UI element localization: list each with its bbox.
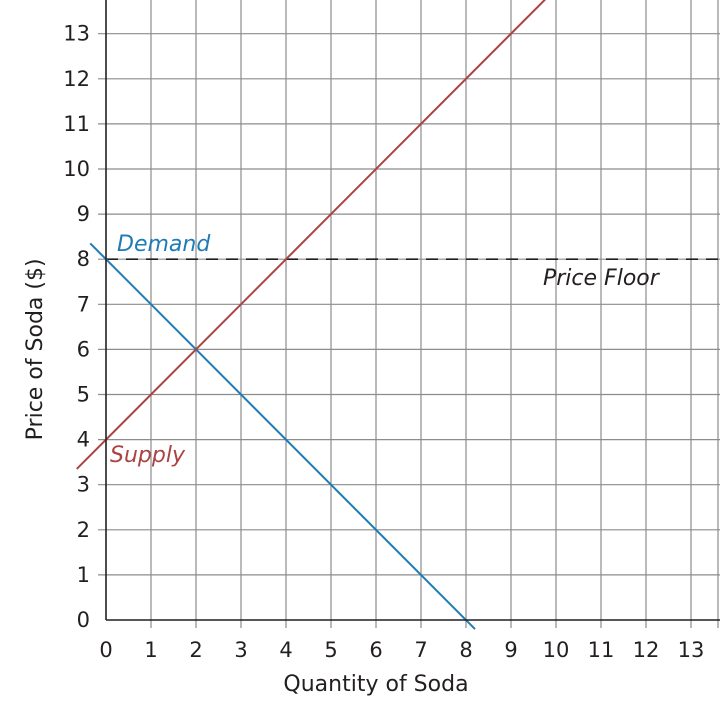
x-tick-label: 4 <box>279 638 292 662</box>
x-tick-label: 1 <box>144 638 157 662</box>
axes <box>105 0 720 621</box>
grid <box>98 0 720 628</box>
x-tick-label: 8 <box>459 638 472 662</box>
y-tick-label: 0 <box>77 608 90 632</box>
x-axis-title: Quantity of Soda <box>283 672 468 697</box>
x-tick-label: 10 <box>543 638 570 662</box>
y-tick-label: 6 <box>77 337 90 361</box>
y-tick-label: 10 <box>63 157 90 181</box>
y-axis-title: Price of Soda ($) <box>23 258 48 440</box>
y-tick-label: 4 <box>77 428 90 452</box>
y-tick-label: 5 <box>77 383 90 407</box>
price-floor-label: Price Floor <box>543 266 661 291</box>
x-tick-label: 5 <box>324 638 337 662</box>
demand-label: Demand <box>117 232 211 257</box>
x-tick-label: 9 <box>504 638 517 662</box>
x-tick-label: 7 <box>414 638 427 662</box>
y-tick-label: 9 <box>77 202 90 226</box>
x-tick-label: 11 <box>588 638 615 662</box>
y-tick-label: 11 <box>63 112 90 136</box>
supply-label: Supply <box>110 443 186 468</box>
x-tick-label: 2 <box>189 638 202 662</box>
demand-curve <box>89 242 476 630</box>
y-tick-label: 13 <box>63 22 90 46</box>
x-tick-label: 12 <box>633 638 660 662</box>
x-tick-label: 0 <box>99 638 112 662</box>
y-tick-label: 3 <box>77 473 90 497</box>
x-tick-label: 6 <box>369 638 382 662</box>
supply-curve <box>76 0 547 470</box>
y-tick-label: 2 <box>77 518 90 542</box>
y-tick-label: 12 <box>63 67 90 91</box>
y-tick-label: 8 <box>77 247 90 271</box>
y-tick-label: 1 <box>77 563 90 587</box>
series-lines <box>76 0 547 630</box>
x-tick-label: 3 <box>234 638 247 662</box>
x-tick-label: 13 <box>678 638 705 662</box>
y-tick-label: 7 <box>77 292 90 316</box>
